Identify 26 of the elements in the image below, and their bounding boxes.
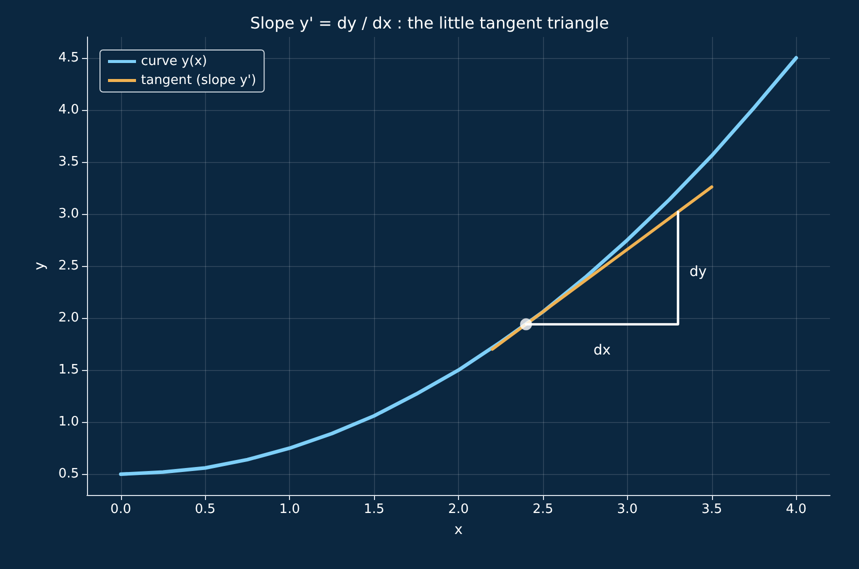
x-tick-label: 3.5 [701, 502, 722, 517]
y-tick-label: 2.0 [58, 310, 79, 326]
y-tick-label: 1.5 [58, 362, 79, 378]
line-series [118, 56, 798, 476]
x-tick-label: 2.0 [448, 502, 469, 517]
x-axis-title: x [454, 522, 463, 538]
x-tick-label: 3.0 [617, 502, 638, 517]
annotation: dy [689, 264, 707, 280]
legend-label: tangent (slope y') [141, 73, 256, 88]
x-tick-label: 0.0 [110, 502, 132, 517]
y-tick-label: 3.0 [58, 206, 79, 222]
x-tick-label: 0.5 [194, 502, 216, 517]
y-tick-label: 4.5 [58, 50, 79, 66]
y-axis-title: y [32, 262, 48, 270]
y-tick-label: 0.5 [58, 466, 79, 482]
y-tick-label: 3.5 [58, 154, 79, 170]
y-tick-label: 4.0 [58, 102, 79, 118]
y-tick-label: 1.0 [58, 414, 79, 430]
y-tick-label: 2.5 [58, 258, 79, 274]
annotation: dx [593, 342, 611, 358]
legend-label: curve y(x) [141, 54, 208, 69]
x-tick-label: 1.0 [279, 502, 300, 517]
x-tick-label: 4.0 [786, 502, 807, 517]
x-tick-label: 2.5 [532, 502, 554, 517]
chart-title: Slope y' = dy / dx : the little tangent triangle [250, 14, 609, 32]
x-tick-label: 1.5 [364, 502, 384, 517]
